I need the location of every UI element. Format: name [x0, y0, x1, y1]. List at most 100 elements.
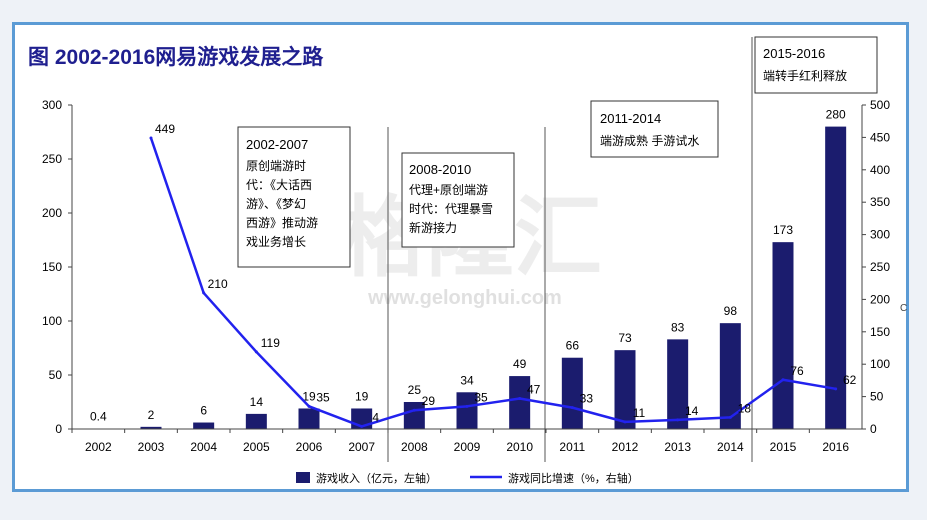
revenue-bar — [140, 426, 162, 429]
era-text: 游》、《梦幻 — [246, 197, 306, 211]
growth-point — [623, 420, 627, 424]
era-text: 端转手红利释放 — [763, 68, 847, 83]
era-heading: 2011-2014 — [600, 111, 661, 126]
revenue-bar-label: 73 — [618, 331, 632, 345]
growth-point — [465, 404, 469, 408]
revenue-bar — [561, 357, 583, 429]
era-text: 西游》推动游 — [246, 216, 318, 230]
era-box-2002-2007: 2002-2007 原创端游时 代：《大话西 游》、《梦幻 西游》推动游 戏业务… — [237, 126, 351, 268]
y-left-tick-label: 100 — [42, 314, 62, 328]
x-tick-label: 2014 — [717, 440, 744, 454]
revenue-bar-label: 280 — [826, 108, 846, 122]
growth-label: 210 — [208, 277, 228, 291]
x-tick-label: 2002 — [85, 440, 112, 454]
x-tick-label: 2015 — [770, 440, 797, 454]
revenue-bar-label: 19 — [302, 389, 316, 403]
y-left-tick-label: 300 — [42, 98, 62, 112]
revenue-bar — [825, 126, 847, 429]
revenue-bar-label: 19 — [355, 389, 369, 403]
y-left-tick-label: 50 — [49, 368, 63, 382]
y-right-tick-label: 450 — [870, 130, 890, 144]
x-tick-label: 2005 — [243, 440, 270, 454]
revenue-bar — [245, 413, 267, 429]
growth-label: 47 — [527, 383, 541, 397]
era-text: 新游接力 — [409, 220, 457, 235]
growth-point — [676, 418, 680, 422]
x-tick-label: 2011 — [559, 440, 585, 454]
revenue-bar — [509, 376, 531, 429]
revenue-bar — [193, 422, 215, 429]
growth-label: 11 — [633, 406, 646, 420]
growth-label: 76 — [790, 364, 804, 378]
x-tick-label: 2006 — [296, 440, 323, 454]
growth-point — [360, 424, 364, 428]
revenue-bar-label: 173 — [773, 223, 793, 237]
growth-label: 119 — [261, 336, 280, 350]
revenue-bar-label: 66 — [566, 339, 580, 353]
revenue-bar — [772, 242, 794, 429]
growth-label: 33 — [580, 392, 594, 406]
y-right-tick-label: 200 — [870, 292, 890, 306]
x-tick-label: 2010 — [506, 440, 533, 454]
x-tick-label: 2009 — [454, 440, 481, 454]
growth-point — [518, 397, 522, 401]
y-left-tick-label: 0 — [55, 422, 62, 436]
legend: 游戏收入（亿元，左轴） 游戏同比增速（%，右轴） — [296, 471, 639, 485]
growth-label: 29 — [422, 394, 436, 408]
revenue-bar-label: 6 — [200, 404, 207, 418]
revenue-bar-label: 83 — [671, 320, 685, 334]
revenue-bar — [456, 392, 478, 429]
y-right-tick-label: 250 — [870, 260, 890, 274]
axis-layer: 0 50 100 150 200 250 300 0 50 100 150 200 250 300 350 4… — [42, 98, 890, 454]
revenue-bar — [298, 408, 320, 429]
growth-label: 35 — [474, 390, 488, 404]
watermark-url: www.gelonghui.com — [367, 287, 562, 309]
growth-point — [254, 350, 258, 354]
y-right-tick-label: 500 — [870, 98, 890, 112]
growth-point — [570, 406, 574, 410]
growth-point — [412, 408, 416, 412]
edge-mark: C — [900, 303, 907, 314]
revenue-bar — [614, 350, 636, 429]
y-right-tick-label: 350 — [870, 195, 890, 209]
era-heading: 2015-2016 — [763, 46, 825, 61]
revenue-bar — [667, 339, 689, 429]
y-left-tick-label: 200 — [42, 206, 62, 220]
y-right-tick-label: 400 — [870, 163, 890, 177]
revenue-bar — [719, 323, 741, 429]
x-tick-label: 2016 — [822, 440, 849, 454]
era-text: 代理+原创端游 — [409, 183, 488, 197]
revenue-bar-label: 25 — [408, 383, 422, 397]
growth-point — [202, 291, 206, 295]
y-right-tick-label: 100 — [870, 357, 890, 371]
era-box-2011-2014: 2011-2014 端游成熟 手游试水 — [590, 100, 719, 158]
x-tick-label: 2013 — [664, 440, 691, 454]
y-right-tick-label: 150 — [870, 325, 890, 339]
era-box-2008-2010: 2008-2010 代理+原创端游 时代：代理暴雪 新游接力 — [401, 152, 515, 248]
revenue-bar-label: 0.4 — [90, 410, 107, 424]
y-right-tick-label: 50 — [870, 390, 884, 404]
y-left-tick-label: 250 — [42, 152, 62, 166]
revenue-bar-label: 2 — [148, 408, 155, 422]
era-heading: 2002-2007 — [246, 137, 308, 152]
x-tick-label: 2012 — [612, 440, 639, 454]
legend-label-bar: 游戏收入（亿元，左轴） — [316, 471, 437, 485]
x-tick-label: 2007 — [348, 440, 375, 454]
growth-point — [307, 404, 311, 408]
growth-label: 62 — [843, 373, 857, 387]
revenue-bar-label: 49 — [513, 357, 527, 371]
growth-label: 35 — [316, 390, 330, 404]
x-tick-label: 2004 — [190, 440, 217, 454]
growth-line — [149, 137, 836, 428]
growth-label: 4 — [372, 410, 379, 424]
revenue-bar-label: 34 — [460, 373, 474, 387]
era-box-2015-2016: 2015-2016 端转手红利释放 — [754, 36, 878, 94]
x-tick-label: 2008 — [401, 440, 428, 454]
era-text: 端游成熟 手游试水 — [600, 133, 699, 148]
revenue-bar-label: 14 — [250, 395, 264, 409]
growth-point — [149, 136, 153, 140]
y-right-tick-label: 0 — [870, 422, 877, 436]
growth-label: 14 — [685, 404, 699, 418]
